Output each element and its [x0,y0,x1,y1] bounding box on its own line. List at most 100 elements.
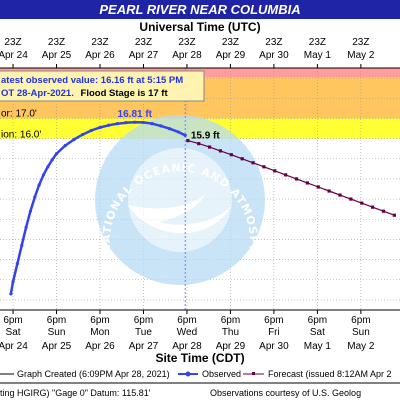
forecast-point [240,157,244,161]
forecast-point [273,169,277,173]
bottom-tick-day: Wed [177,327,197,338]
crest-data-label: 16.81 ft [118,109,153,120]
observed-point [50,158,54,162]
bottom-tick-date: May 1 [304,341,332,352]
legend-forecast: Forecast (issued 8:12AM Apr 2 [268,369,392,379]
top-tick-date: Apr 26 [85,50,115,61]
forecast-point [207,145,212,149]
observed-point [24,225,28,229]
observed-point [63,144,67,148]
top-axis-title: Universal Time (UTC) [139,20,260,34]
observed-point [124,121,128,125]
forecast-point [392,213,396,217]
top-tick-date: Apr 27 [129,50,159,61]
observed-point [72,137,76,142]
forecast-points [186,139,396,217]
forecast-point [262,165,266,169]
observed-point [54,152,59,156]
observed-points [9,120,187,296]
observed-point [133,120,137,124]
top-tick-date: May 2 [347,50,375,61]
observed-point [81,132,85,137]
top-tick-hour: 23Z [135,37,152,48]
observed-point [183,133,187,137]
bottom-tick-date: Apr 29 [216,341,246,352]
top-tick-date: Apr 28 [172,50,202,61]
bottom-tick-time: 6pm [308,315,327,326]
forecast-point [197,142,201,146]
forecast-point [186,139,190,143]
latest-observation-box: atest observed value: 16.16 ft at 5:15 P… [0,70,205,102]
bottom-tick-date: Apr 28 [172,341,202,352]
top-tick-hour: 23Z [265,37,282,48]
forecast-point [349,197,353,201]
legend-graph-created: Graph Created (6:09PM Apr 28, 2021) [17,369,170,379]
observed-point [33,195,37,199]
observed-point [150,122,154,126]
bottom-tick-time: 6pm [351,315,370,326]
top-axis-ticks: 23Z Apr 24 23Z Apr 25 23Z Apr 26 23Z Apr 27 23Z A… [0,37,375,68]
flood-stage-label-moderate: or: 17.0' [1,108,37,119]
bottom-tick-time: 6pm [264,315,283,326]
forecast-point [371,205,375,209]
forecast-point [284,173,288,177]
footer-datum: ting HGIRG) "Gage 0" Datum: 115.81' [0,388,151,398]
top-tick-hour: 23Z [178,37,195,48]
observed-point [176,130,180,134]
top-tick-date: Apr 29 [216,50,246,61]
flood-stage-label-action: ion: 16.0' [1,130,41,141]
forecast-point [294,177,299,181]
top-tick-hour: 23Z [222,37,239,48]
bottom-tick-date: May 2 [347,341,375,352]
legend-observed-marker [185,371,191,377]
observed-point [46,165,50,169]
bottom-tick-day: Tue [135,327,152,338]
top-tick-hour: 23Z [48,37,65,48]
bottom-tick-time: 6pm [134,315,153,326]
legend-forecast-marker [252,372,255,375]
bottom-tick-date: Apr 24 [0,341,28,352]
bottom-tick-day: Sun [48,327,66,338]
noaa-emblem-bird [128,195,232,234]
bottom-tick-day: Thu [222,327,239,338]
bottom-tick-time: 6pm [221,315,240,326]
bottom-axis-title: Site Time (CDT) [155,351,244,365]
legend: Graph Created (6:09PM Apr 28, 2021) Obse… [0,369,392,379]
observed-point [159,124,163,128]
observed-point [9,292,13,296]
top-tick-hour: 23Z [352,37,369,48]
bottom-tick-date: Apr 30 [259,341,289,352]
observed-point [107,123,111,127]
noaa-emblem-disk [95,115,265,285]
bottom-tick-day: Fri [268,327,280,338]
top-tick-hour: 23Z [91,37,108,48]
observed-point [41,173,46,177]
bottom-tick-day: Sat [310,327,325,338]
observed-point [89,128,93,133]
top-tick-hour: 23Z [4,37,21,48]
top-tick-date: Apr 30 [259,50,289,61]
latest-observation-box-bg [0,70,205,102]
legend-observed: Observed [202,369,241,379]
forecast-point [251,161,255,165]
observed-point [28,209,33,213]
chart-title: PEARL RIVER NEAR COLUMBIA [99,2,300,17]
bottom-tick-day: Sat [6,327,21,338]
forecast-point [381,209,386,213]
observed-point [167,127,172,131]
bottom-tick-date: Apr 27 [129,341,159,352]
forecast-series-line [187,140,395,216]
bottom-tick-date: Apr 26 [85,341,115,352]
title-bar [0,0,400,19]
observed-point [20,243,24,248]
top-tick-hour: 23Z [309,37,326,48]
observed-point [15,262,19,266]
latest-observation-date: OT 28-Apr-2021. [1,88,74,99]
forecast-start-data-label: 15.9 ft [191,131,221,142]
top-tick-date: Apr 25 [42,50,72,61]
latest-observation-flood-stage: Flood Stage is 17 ft [81,88,169,99]
bottom-tick-time: 6pm [3,315,22,326]
forecast-point [327,189,331,193]
